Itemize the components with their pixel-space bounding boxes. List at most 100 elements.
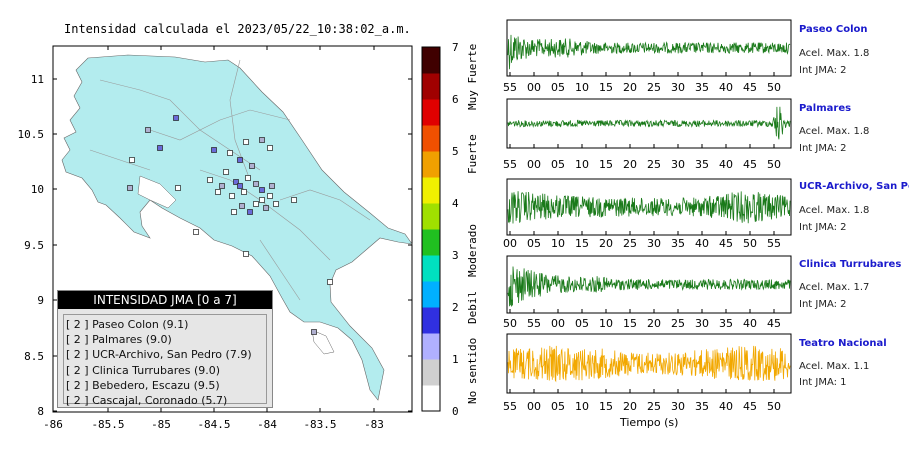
seismogram-tick-label: 15: [599, 158, 613, 171]
station-square: [157, 145, 163, 151]
colorbar-label-muy-fuerte: Muy Fuerte: [466, 43, 479, 110]
station-square: [243, 139, 249, 145]
seismogram-tick-label: 40: [719, 400, 733, 413]
map-y-tick-label: 8: [37, 405, 44, 418]
seismogram-tick-label: 35: [695, 400, 709, 413]
seismogram-tick-label: 25: [647, 158, 661, 171]
map-x-tick-label: -83: [364, 418, 384, 431]
seismogram-tick-label: 30: [671, 158, 685, 171]
seismogram-tick-label: 40: [719, 158, 733, 171]
seismogram-tick-label: 10: [575, 400, 589, 413]
map-x-tick-label: -84: [257, 418, 277, 431]
colorbar-segment: [422, 125, 440, 152]
station-square: [311, 329, 317, 335]
colorbar-label-debil: Debil: [466, 290, 479, 324]
seismogram-tick-label: 25: [647, 81, 661, 94]
seismogram-trace: [507, 345, 791, 383]
seismogram-tick-label: 00: [503, 237, 517, 250]
seismogram-tick-label: 00: [551, 317, 565, 330]
station-square: [173, 115, 179, 121]
colorbar-segment: [422, 47, 440, 74]
seismogram-tick-label: 30: [695, 317, 709, 330]
station-square: [241, 189, 247, 195]
seismogram-tick-label: 45: [743, 158, 757, 171]
station-square: [237, 157, 243, 163]
station-square: [219, 183, 225, 189]
station-square: [249, 163, 255, 169]
seismogram-tick-label: 10: [599, 317, 613, 330]
seismogram-tick-label: 25: [671, 317, 685, 330]
station-square: [259, 137, 265, 143]
legend-header: INTENSIDAD JMA [0 a 7]: [58, 291, 272, 309]
costa-rica-landmass: [61, 54, 413, 401]
seismogram-panel: 00 05 10 15 20 25 30 35 40 45 50 55: [503, 178, 792, 250]
seismogram-tick-label: 55: [503, 158, 517, 171]
station-square: [263, 205, 269, 211]
station-square: [145, 127, 151, 133]
time-axis-label: Tiempo (s): [620, 416, 679, 429]
station-square: [267, 193, 273, 199]
seismogram-tick-label: 55: [503, 400, 517, 413]
seismogram-tick-label: 20: [623, 81, 637, 94]
trace-accel-paseo-colon: Acel. Max. 1.8: [799, 48, 870, 59]
station-square: [327, 279, 333, 285]
seismogram-tick-label: 20: [623, 158, 637, 171]
station-square: [267, 145, 273, 151]
seismogram-tick-label: 30: [671, 81, 685, 94]
seismogram-tick-label: 50: [767, 400, 781, 413]
seismogram-tick-label: 05: [551, 81, 565, 94]
trace-title-ucr-archivo: UCR-Archivo, San Pedro: [799, 181, 909, 192]
seismogram-panel: 55 00 05 10 15 20 25 30 35 40 45 50: [503, 98, 792, 171]
station-square: [227, 150, 233, 156]
legend-row: [ 2 ] Paseo Colon (9.1): [66, 318, 189, 331]
seismogram-tick-label: 05: [575, 317, 589, 330]
seismogram-tick-label: 45: [719, 237, 733, 250]
seismogram-tick-label: 30: [647, 237, 661, 250]
trace-title-palmares: Palmares: [799, 103, 852, 114]
colorbar-tick-label: 2: [452, 301, 459, 314]
station-square: [233, 179, 239, 185]
seismogram-frame: [506, 255, 792, 314]
seismogram-panel: 55 00 05 10 15 20 25 30 35 40 45 50: [503, 19, 792, 94]
seismogram-tick-label: 10: [575, 158, 589, 171]
station-square: [273, 201, 279, 207]
seismogram-tick-label: 50: [767, 158, 781, 171]
trace-int-clinica-turrubares: Int JMA: 2: [799, 299, 847, 310]
seismogram-tick-label: 20: [599, 237, 613, 250]
station-square: [291, 197, 297, 203]
seismogram-tick-label: 00: [527, 81, 541, 94]
colorbar-tick-label: 6: [452, 93, 459, 106]
map-y-tick-label: 9.5: [24, 239, 44, 252]
station-square: [207, 177, 213, 183]
trace-int-palmares: Int JMA: 2: [799, 143, 847, 154]
trace-title-teatro-nacional: Teatro Nacional: [799, 338, 887, 349]
colorbar-tick-label: 0: [452, 405, 459, 418]
station-square: [215, 189, 221, 195]
seismogram-tick-label: 55: [527, 317, 541, 330]
seismogram-tick-label: 40: [719, 81, 733, 94]
seismogram-tick-label: 35: [695, 158, 709, 171]
seismogram-panel: 55 00 05 10 15 20 25 30 35 40 45 50: [503, 333, 792, 413]
map-y-tick-label: 10: [31, 183, 44, 196]
trace-title-paseo-colon: Paseo Colon: [799, 24, 868, 35]
station-square: [211, 147, 217, 153]
station-square: [229, 193, 235, 199]
trace-accel-ucr-archivo: Acel. Max. 1.8: [799, 205, 870, 216]
seismogram-tick-label: 10: [575, 81, 589, 94]
trace-accel-palmares: Acel. Max. 1.8: [799, 126, 870, 137]
seismogram-tick-label: 35: [719, 317, 733, 330]
station-square: [259, 187, 265, 193]
seismogram-trace: [507, 106, 791, 140]
colorbar-tick-label: 7: [452, 41, 459, 54]
map-x-tick-label: -84.5: [197, 418, 230, 431]
map-x-tick-label: -83.5: [303, 418, 336, 431]
station-square: [127, 185, 133, 191]
legend-row: [ 2 ] Cascajal, Coronado (5.7): [66, 394, 228, 408]
seismogram-tick-label: 40: [743, 317, 757, 330]
colorbar-segment: [422, 281, 440, 308]
colorbar-label-fuerte: Fuerte: [466, 134, 479, 174]
seismogram-tick-label: 05: [551, 400, 565, 413]
seismogram-tick-label: 00: [527, 158, 541, 171]
station-square: [253, 201, 259, 207]
nicoya-gulf: [137, 175, 177, 209]
